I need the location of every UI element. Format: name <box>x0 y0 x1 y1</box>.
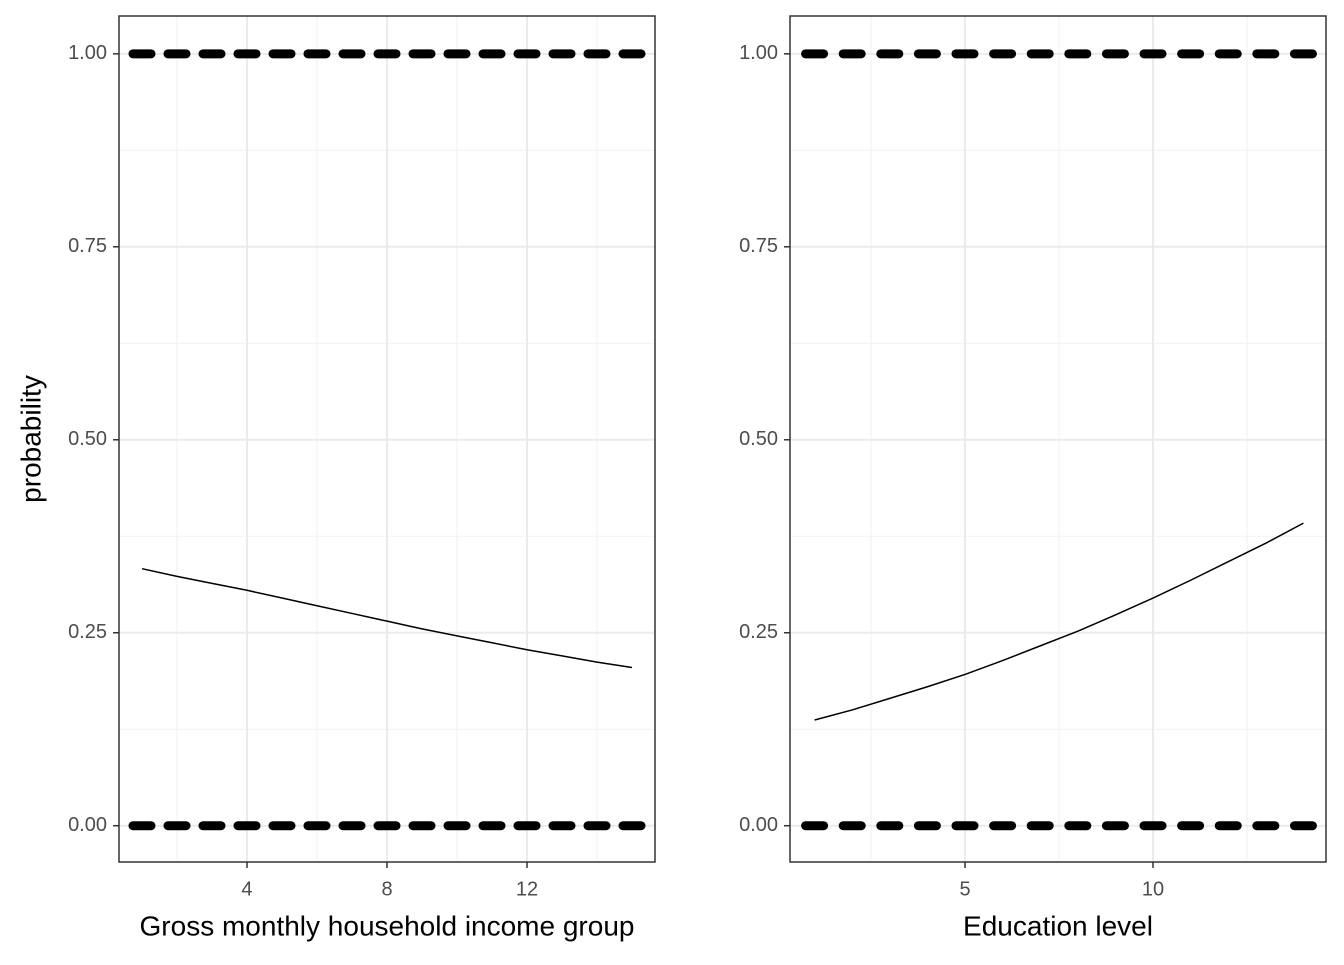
x-tick-label: 4 <box>241 878 252 900</box>
x-tick-label: 12 <box>516 878 538 900</box>
y-tick-label: 0.25 <box>739 621 778 643</box>
y-tick-label: 0.25 <box>68 621 107 643</box>
y-axis-title: probability <box>15 375 46 503</box>
y-tick-label: 1.00 <box>68 42 107 64</box>
panel-border <box>789 15 1327 863</box>
y-tick-label: 0.50 <box>68 428 107 450</box>
x-tick-label: 10 <box>1142 878 1164 900</box>
panel-border <box>118 15 656 863</box>
fit-line <box>814 522 1304 721</box>
y-tick-label: 0.00 <box>739 814 778 836</box>
y-tick-label: 0.50 <box>739 428 778 450</box>
y-tick-label: 1.00 <box>739 42 778 64</box>
fit-line <box>141 567 633 669</box>
y-tick-label: 0.75 <box>739 235 778 257</box>
y-tick-label: 0.00 <box>68 814 107 836</box>
x-axis-title: Education level <box>963 910 1153 941</box>
x-tick-label: 8 <box>381 878 392 900</box>
x-tick-label: 5 <box>959 878 970 900</box>
x-axis-title: Gross monthly household income group <box>140 910 635 941</box>
y-tick-label: 0.75 <box>68 235 107 257</box>
